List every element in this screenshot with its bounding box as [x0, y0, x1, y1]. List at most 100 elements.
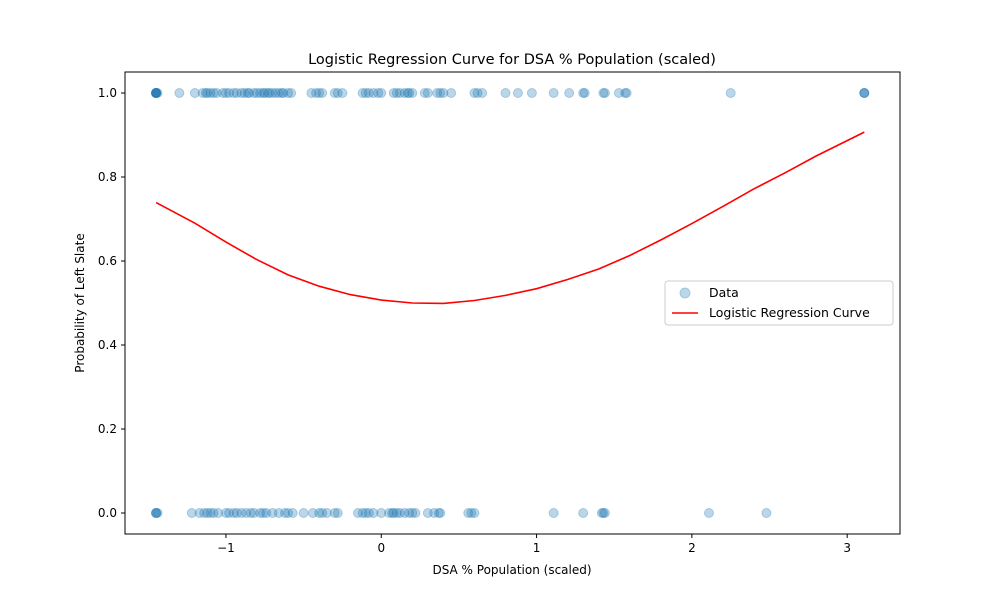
data-point: [259, 88, 270, 98]
data-point: [368, 508, 379, 518]
legend-label-curve: Logistic Regression Curve: [709, 305, 870, 320]
y-tick-label: 0.8: [98, 170, 117, 184]
legend-label-data: Data: [709, 285, 739, 300]
data-point: [500, 88, 511, 98]
data-point: [231, 508, 242, 518]
data-point: [402, 88, 413, 98]
data-point: [152, 88, 163, 98]
data-point: [273, 508, 284, 518]
data-point: [598, 88, 609, 98]
data-point: [189, 88, 200, 98]
data-point: [239, 88, 250, 98]
data-point: [286, 88, 297, 98]
legend-data-marker: [679, 287, 691, 299]
data-point: [613, 88, 624, 98]
data-point: [231, 88, 242, 98]
data-point: [186, 508, 197, 518]
data-point: [477, 88, 488, 98]
data-point: [376, 88, 387, 98]
data-point: [432, 88, 443, 98]
data-point: [321, 508, 332, 518]
data-point: [255, 508, 266, 518]
data-point: [151, 88, 162, 98]
data-point: [472, 88, 483, 98]
data-point: [360, 88, 371, 98]
data-point: [376, 508, 387, 518]
data-point: [208, 508, 219, 518]
data-point: [859, 88, 870, 98]
data-point: [279, 508, 290, 518]
data-point: [248, 88, 259, 98]
data-point: [407, 88, 418, 98]
data-point: [307, 508, 318, 518]
data-point: [151, 508, 162, 518]
data-point: [311, 88, 322, 98]
data-point: [404, 88, 415, 98]
data-point: [352, 508, 363, 518]
data-point: [314, 88, 325, 98]
data-point: [422, 508, 433, 518]
data-point: [422, 88, 433, 98]
data-point: [220, 508, 231, 518]
data-point: [859, 88, 870, 98]
data-point: [200, 88, 211, 98]
y-tick-label: 0.0: [98, 506, 117, 520]
data-point: [267, 508, 278, 518]
data-point: [512, 88, 523, 98]
data-point: [306, 88, 317, 98]
data-point: [152, 508, 163, 518]
plot-area: [151, 88, 870, 518]
data-point: [278, 88, 289, 98]
data-point: [463, 508, 474, 518]
data-point: [151, 88, 162, 98]
y-tick-label: 0.2: [98, 422, 117, 436]
data-point: [197, 88, 208, 98]
data-point: [399, 88, 410, 98]
data-point: [859, 88, 870, 98]
legend: Data Logistic Regression Curve: [664, 280, 894, 326]
data-point: [404, 508, 415, 518]
y-tick-label: 0.4: [98, 338, 117, 352]
x-tick-label: 0: [377, 541, 385, 555]
data-point: [446, 88, 457, 98]
data-point: [435, 508, 446, 518]
data-point: [761, 508, 772, 518]
data-point: [429, 508, 440, 518]
x-tick-label: −1: [217, 541, 235, 555]
y-tick-label: 0.6: [98, 254, 117, 268]
chart-title: Logistic Regression Curve for DSA % Popu…: [308, 52, 716, 68]
data-point: [384, 508, 395, 518]
data-point: [329, 508, 340, 518]
data-point: [287, 508, 298, 518]
data-point: [262, 88, 273, 98]
data-point: [151, 508, 162, 518]
x-tick-label: 2: [688, 541, 696, 555]
data-point: [391, 508, 402, 518]
data-point: [363, 508, 374, 518]
data-point: [151, 88, 162, 98]
data-point: [438, 88, 449, 98]
data-point: [703, 508, 714, 518]
data-point: [599, 88, 610, 98]
axis-ticks: −1 0 1 2 3 0.0 0.2 0.4 0.6 0.8 1.0: [98, 86, 851, 555]
data-point: [317, 508, 328, 518]
data-point: [598, 508, 609, 518]
data-point: [151, 88, 162, 98]
data-point: [264, 88, 275, 98]
data-point: [314, 508, 325, 518]
data-point: [194, 508, 205, 518]
data-point: [388, 88, 399, 98]
data-point: [329, 88, 340, 98]
data-point: [332, 508, 343, 518]
data-point: [469, 508, 480, 518]
data-point: [241, 508, 252, 518]
data-point: [151, 88, 162, 98]
x-axis-label: DSA % Population (scaled): [432, 563, 591, 577]
data-point: [579, 88, 590, 98]
data-point: [261, 508, 272, 518]
data-point: [469, 88, 480, 98]
data-point: [599, 508, 610, 518]
data-point: [435, 88, 446, 98]
data-point: [363, 88, 374, 98]
